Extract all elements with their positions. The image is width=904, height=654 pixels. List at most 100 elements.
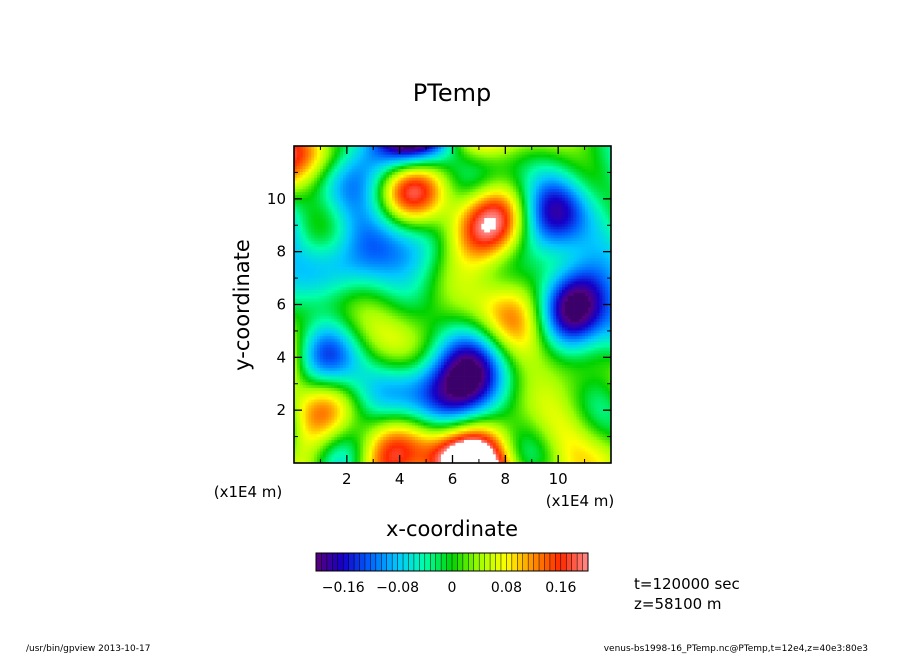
heatmap-cell xyxy=(587,229,592,233)
heatmap-cell xyxy=(348,226,352,230)
heatmap-cell xyxy=(521,186,525,190)
heatmap-cell xyxy=(403,235,407,239)
heatmap-cell xyxy=(452,261,456,265)
heatmap-cell xyxy=(435,255,439,259)
heatmap-cell xyxy=(464,235,468,239)
heatmap-cell xyxy=(608,160,611,164)
heatmap-cell xyxy=(452,154,456,158)
heatmap-cell xyxy=(530,177,534,181)
heatmap-cell xyxy=(475,264,479,268)
heatmap-cell xyxy=(564,166,569,170)
heatmap-cell xyxy=(582,206,586,210)
heatmap-cell xyxy=(417,258,422,262)
heatmap-cell xyxy=(423,194,427,199)
heatmap-cell xyxy=(469,166,474,170)
heatmap-cell xyxy=(550,212,554,216)
heatmap-cell xyxy=(417,238,422,242)
heatmap-cell xyxy=(322,252,327,256)
heatmap-cell xyxy=(299,169,303,173)
heatmap-cell xyxy=(533,180,537,184)
heatmap-cell xyxy=(481,194,485,199)
heatmap-cell xyxy=(510,186,514,190)
heatmap-cell xyxy=(587,206,592,210)
heatmap-cell xyxy=(579,212,583,216)
heatmap-cell xyxy=(366,249,370,253)
heatmap-cell xyxy=(489,223,494,228)
heatmap-cell xyxy=(472,252,476,256)
heatmap-cell xyxy=(541,160,546,164)
heatmap-cell xyxy=(386,151,390,155)
heatmap-cell xyxy=(443,183,448,187)
heatmap-cell xyxy=(308,212,312,216)
heatmap-cell xyxy=(579,203,583,207)
heatmap-cell xyxy=(397,194,401,199)
heatmap-cell xyxy=(394,200,399,204)
heatmap-cell xyxy=(380,258,384,262)
heatmap-cell xyxy=(498,183,502,187)
heatmap-cell xyxy=(294,166,298,170)
heatmap-cell xyxy=(564,258,569,262)
heatmap-cell xyxy=(559,183,563,187)
heatmap-cell xyxy=(553,252,557,256)
heatmap-cell xyxy=(587,212,592,216)
heatmap-cell xyxy=(389,197,393,202)
heatmap-cell xyxy=(579,169,583,173)
heatmap-cell xyxy=(538,218,543,222)
heatmap-cell xyxy=(559,171,563,176)
heatmap-cell xyxy=(357,186,361,190)
heatmap-cell xyxy=(435,269,439,274)
heatmap-cell xyxy=(564,206,569,210)
heatmap-cell xyxy=(446,235,450,239)
heatmap-cell xyxy=(570,238,574,242)
heatmap-cell xyxy=(325,194,329,199)
heatmap-cell xyxy=(305,258,309,262)
heatmap-cell xyxy=(521,235,525,239)
heatmap-cell xyxy=(368,206,373,210)
heatmap-cell xyxy=(443,151,448,155)
heatmap-cell xyxy=(429,226,433,230)
heatmap-cell xyxy=(420,255,425,259)
heatmap-cell xyxy=(363,269,367,274)
heatmap-cell xyxy=(374,194,378,199)
heatmap-cell xyxy=(368,223,373,228)
heatmap-cell xyxy=(464,189,468,193)
heatmap-cell xyxy=(524,252,528,256)
heatmap-cell xyxy=(596,252,600,256)
heatmap-cell xyxy=(412,146,416,150)
heatmap-cell xyxy=(296,209,301,213)
heatmap-cell xyxy=(383,264,387,268)
heatmap-cell xyxy=(573,154,577,158)
heatmap-cell xyxy=(541,249,546,253)
heatmap-cell xyxy=(319,177,324,181)
heatmap-cell xyxy=(518,269,523,274)
heatmap-cell xyxy=(469,246,474,251)
heatmap-cell xyxy=(389,192,393,196)
heatmap-cell xyxy=(400,166,404,170)
heatmap-cell xyxy=(536,218,540,222)
heatmap-cell xyxy=(360,226,364,230)
heatmap-cell xyxy=(536,252,540,256)
heatmap-cell xyxy=(443,174,448,179)
heatmap-cell xyxy=(602,146,606,150)
heatmap-cell xyxy=(374,229,378,233)
heatmap-cell xyxy=(325,226,329,230)
heatmap-cell xyxy=(305,174,309,179)
heatmap-cell xyxy=(515,180,520,184)
heatmap-cell xyxy=(308,220,312,225)
heatmap-cell xyxy=(466,226,471,230)
heatmap-cell xyxy=(547,171,551,176)
heatmap-cell xyxy=(536,157,540,161)
heatmap-cell xyxy=(377,157,381,161)
heatmap-cell xyxy=(449,169,453,173)
heatmap-cell xyxy=(299,171,303,176)
heatmap-cell xyxy=(605,183,609,187)
heatmap-cell xyxy=(403,249,407,253)
heatmap-cell xyxy=(550,174,554,179)
heatmap-cell xyxy=(464,218,468,222)
heatmap-cell xyxy=(593,169,597,173)
heatmap-cell xyxy=(342,177,347,181)
heatmap-cell xyxy=(455,223,459,228)
heatmap-cell xyxy=(360,261,364,265)
heatmap-cell xyxy=(513,235,517,239)
heatmap-cell xyxy=(515,177,520,181)
